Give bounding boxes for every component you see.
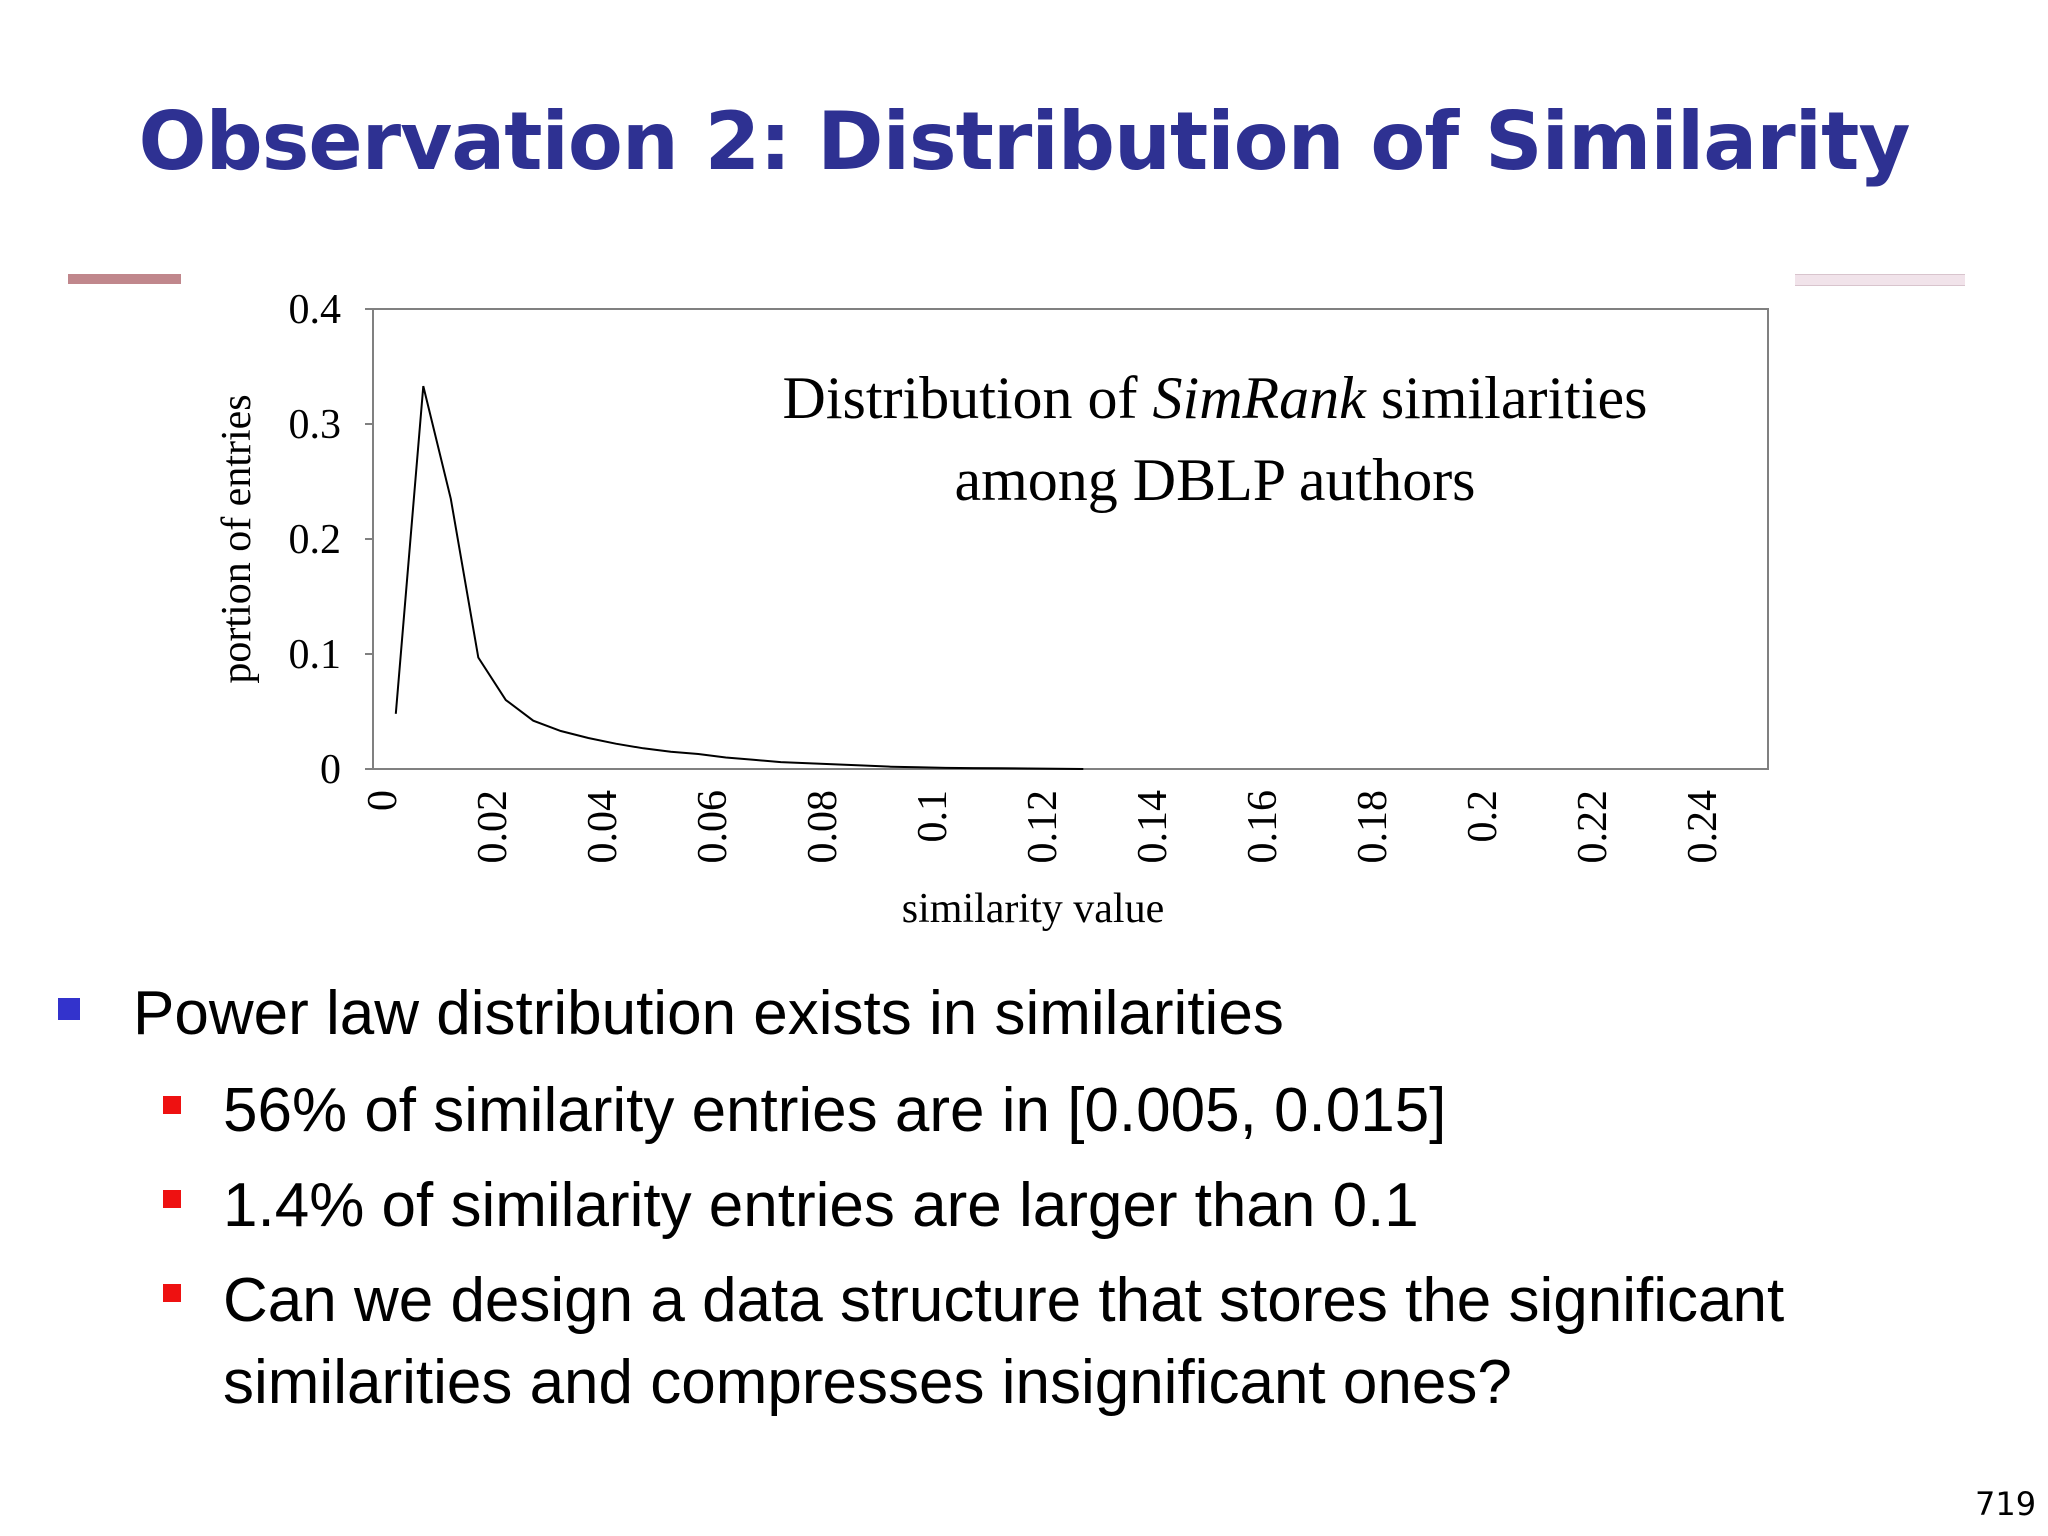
- y-tick-label: 0: [320, 747, 341, 793]
- y-tick-label: 0.1: [289, 632, 342, 678]
- chart-title-line1: Distribution of SimRank similarities: [783, 365, 1648, 431]
- x-axis-ticks: 0 0.02 0.04 0.06 0.08 0.1 0.12 0.14 0.16 0.18 0.2 0…: [360, 790, 1726, 864]
- bullet-marker-l2: [163, 1096, 181, 1114]
- title-rule-left: [68, 274, 181, 284]
- bullet-marker-l1: [58, 998, 80, 1020]
- y-tick-label: 0.4: [289, 287, 342, 333]
- x-tick-label: 0.02: [470, 790, 516, 864]
- x-tick-label: 0: [360, 790, 406, 811]
- y-axis-ticks: 0 0.1 0.2 0.3 0.4: [289, 287, 373, 793]
- slide-title: Observation 2: Distribution of Similarit…: [138, 95, 1911, 188]
- page-number: 719: [1975, 1485, 2037, 1523]
- bullet-marker-l2: [163, 1190, 181, 1208]
- bullet-marker-l2: [163, 1284, 181, 1302]
- x-tick-label: 0.06: [690, 790, 736, 864]
- y-axis-label: portion of entries: [214, 394, 260, 683]
- x-tick-label: 0.08: [800, 790, 846, 864]
- x-tick-label: 0.2: [1460, 790, 1506, 843]
- title-rule-right: [1795, 274, 1965, 286]
- x-tick-label: 0.14: [1130, 790, 1176, 864]
- x-tick-label: 0.18: [1350, 790, 1396, 864]
- x-tick-label: 0.04: [580, 790, 626, 864]
- x-tick-label: 0.22: [1570, 790, 1616, 864]
- bullet-level2: Can we design a data structure that stor…: [223, 1266, 1785, 1417]
- x-axis-label: similarity value: [902, 886, 1164, 932]
- bullet-level2: 56% of similarity entries are in [0.005,…: [223, 1076, 1447, 1145]
- y-tick-label: 0.3: [289, 402, 342, 448]
- similarity-distribution-chart: 0 0.1 0.2 0.3 0.4 0 0.02 0.04 0.06 0.08 0.1 0.12 0.…: [214, 287, 1769, 932]
- series-line: [394, 385, 1084, 770]
- y-tick-label: 0.2: [289, 517, 342, 563]
- bullet-level1: Power law distribution exists in similar…: [133, 979, 1284, 1048]
- x-tick-label: 0.1: [910, 790, 956, 843]
- bullet-level2: 1.4% of similarity entries are larger th…: [223, 1171, 1419, 1240]
- plot-area: [372, 308, 1769, 770]
- x-tick-label: 0.24: [1680, 790, 1726, 864]
- x-tick-label: 0.16: [1240, 790, 1286, 864]
- x-tick-label: 0.12: [1020, 790, 1066, 864]
- chart-title-line2: among DBLP authors: [954, 447, 1475, 513]
